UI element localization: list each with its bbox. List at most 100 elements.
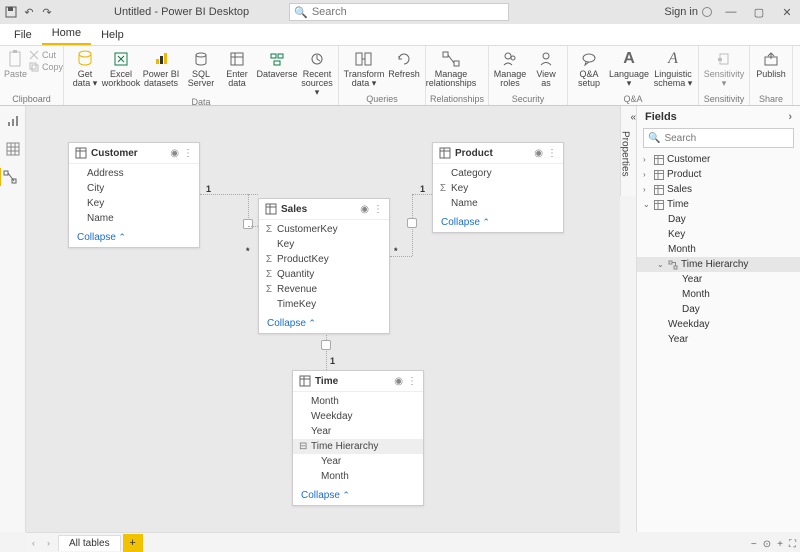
close-button[interactable]: ✕	[778, 3, 796, 21]
tree-table-sales[interactable]: ›Sales	[637, 182, 800, 197]
report-view-button[interactable]	[4, 112, 22, 130]
entity-customer[interactable]: Customer◉⋮AddressCityKeyNameCollapse	[68, 142, 200, 248]
undo-icon[interactable]: ↶	[22, 5, 36, 19]
field[interactable]: Month	[293, 469, 423, 484]
field[interactable]: TimeKey	[259, 297, 389, 312]
diagram-tab-all[interactable]: All tables	[58, 535, 121, 551]
tree-field[interactable]: Month	[637, 287, 800, 302]
transform-data-button[interactable]: Transformdata ▾	[343, 48, 385, 88]
collapse-link[interactable]: Collapse	[69, 228, 199, 247]
field[interactable]: ΣRevenue	[259, 282, 389, 297]
fields-title: Fields	[645, 111, 677, 123]
entity-time[interactable]: Time◉⋮MonthWeekdayYear⊟Time HierarchyYea…	[292, 370, 424, 506]
sign-in-button[interactable]: Sign in	[664, 6, 712, 18]
tab-next[interactable]: ›	[41, 538, 56, 548]
field[interactable]: City	[69, 181, 199, 196]
tree-table-product[interactable]: ›Product	[637, 167, 800, 182]
tree-table-time[interactable]: ⌄Time	[637, 197, 800, 212]
qa-setup-button[interactable]: Q&Asetup	[572, 48, 606, 88]
tree-field[interactable]: Key	[637, 227, 800, 242]
tree-field[interactable]: ⌄Time Hierarchy	[637, 257, 800, 272]
collapse-link[interactable]: Collapse	[259, 314, 389, 333]
group-qa-label: Q&A	[572, 94, 694, 105]
data-icon-3	[192, 50, 210, 68]
data-icon-0	[76, 50, 94, 68]
sensitivity-button[interactable]: Sensitivity▾	[703, 48, 745, 88]
field[interactable]: Year	[293, 424, 423, 439]
tab-help[interactable]: Help	[91, 25, 134, 45]
model-view-button[interactable]	[0, 168, 21, 186]
field[interactable]: Key	[259, 237, 389, 252]
visibility-icon[interactable]: ◉	[394, 376, 403, 387]
field[interactable]: ΣProductKey	[259, 252, 389, 267]
more-icon[interactable]: ⋮	[373, 204, 383, 215]
collapse-link[interactable]: Collapse	[293, 486, 423, 505]
tree-field[interactable]: Day	[637, 212, 800, 227]
field[interactable]: ΣQuantity	[259, 267, 389, 282]
table-icon	[75, 147, 87, 159]
properties-pane-toggle[interactable]: « Properties	[620, 106, 636, 196]
field[interactable]: Year	[293, 454, 423, 469]
visibility-icon[interactable]: ◉	[170, 148, 179, 159]
data-btn-2[interactable]: Power BIdatasets	[140, 48, 182, 88]
tree-field[interactable]: Weekday	[637, 317, 800, 332]
tree-field[interactable]: Month	[637, 242, 800, 257]
manage-roles-button[interactable]: Manageroles	[493, 48, 527, 88]
tab-prev[interactable]: ‹	[26, 538, 41, 548]
field[interactable]: ΣCustomerKey	[259, 222, 389, 237]
field[interactable]: Key	[69, 196, 199, 211]
chevron-right-icon[interactable]: ›	[788, 111, 792, 123]
visibility-icon[interactable]: ◉	[360, 204, 369, 215]
field[interactable]: ΣKey	[433, 181, 563, 196]
data-btn-0[interactable]: Getdata ▾	[68, 48, 102, 88]
visibility-icon[interactable]: ◉	[534, 148, 543, 159]
field[interactable]: Name	[69, 211, 199, 226]
data-btn-6[interactable]: Recentsources ▾	[300, 48, 334, 97]
field[interactable]: Name	[433, 196, 563, 211]
field[interactable]: Month	[293, 394, 423, 409]
tree-field[interactable]: Year	[637, 332, 800, 347]
tree-field[interactable]: Day	[637, 302, 800, 317]
manage-relationships-button[interactable]: Managerelationships	[430, 48, 472, 88]
publish-button[interactable]: Publish	[754, 48, 788, 79]
tab-file[interactable]: File	[4, 25, 42, 45]
save-icon[interactable]	[4, 5, 18, 19]
redo-icon[interactable]: ↷	[40, 5, 54, 19]
field[interactable]: Weekday	[293, 409, 423, 424]
field[interactable]: Address	[69, 166, 199, 181]
data-btn-3[interactable]: SQLServer	[184, 48, 218, 88]
tab-home[interactable]: Home	[42, 23, 91, 45]
collapse-link[interactable]: Collapse	[433, 213, 563, 232]
qa-icon	[580, 50, 598, 68]
table-icon	[265, 203, 277, 215]
language-button[interactable]: ALanguage▾	[608, 48, 650, 88]
tree-field[interactable]: Year	[637, 272, 800, 287]
zoom-controls[interactable]: −⊙+⛶	[751, 539, 796, 550]
group-clipboard-label: Clipboard	[4, 94, 59, 105]
more-icon[interactable]: ⋮	[547, 148, 557, 159]
maximize-button[interactable]: ▢	[750, 3, 768, 21]
data-view-button[interactable]	[4, 140, 22, 158]
refresh-button[interactable]: Refresh	[387, 48, 421, 79]
field[interactable]: Category	[433, 166, 563, 181]
view-as-button[interactable]: Viewas	[529, 48, 563, 88]
cut-button[interactable]: Cut	[29, 50, 63, 60]
more-icon[interactable]: ⋮	[183, 148, 193, 159]
data-btn-4[interactable]: Enterdata	[220, 48, 254, 88]
data-btn-5[interactable]: Dataverse	[256, 48, 298, 79]
fields-search[interactable]: 🔍Search	[643, 128, 794, 148]
global-search[interactable]: 🔍 Search	[289, 3, 509, 21]
field[interactable]: ⊟Time Hierarchy	[293, 439, 423, 454]
more-icon[interactable]: ⋮	[407, 376, 417, 387]
copy-button[interactable]: Copy	[29, 62, 63, 72]
linguistic-schema-button[interactable]: ALinguisticschema ▾	[652, 48, 694, 88]
model-canvas[interactable]: 1 * * 1 * 1 Customer◉⋮AddressCityKeyName…	[26, 106, 620, 532]
view-rail	[0, 106, 26, 532]
tree-table-customer[interactable]: ›Customer	[637, 152, 800, 167]
paste-button[interactable]: Paste	[4, 48, 27, 79]
entity-product[interactable]: Product◉⋮CategoryΣKeyNameCollapse	[432, 142, 564, 233]
add-diagram-button[interactable]: +	[123, 534, 143, 552]
minimize-button[interactable]: —	[722, 3, 740, 21]
entity-sales[interactable]: Sales◉⋮ΣCustomerKeyKeyΣProductKeyΣQuanti…	[258, 198, 390, 334]
data-btn-1[interactable]: Excelworkbook	[104, 48, 138, 88]
